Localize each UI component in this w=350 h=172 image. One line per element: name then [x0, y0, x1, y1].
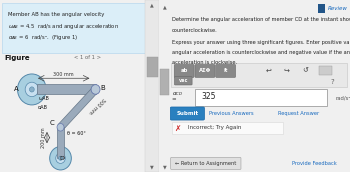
Text: vec: vec	[178, 78, 188, 83]
FancyBboxPatch shape	[170, 107, 204, 120]
Circle shape	[25, 82, 38, 97]
Text: 500 mm: 500 mm	[88, 96, 106, 114]
Text: Determine the angular acceleration of member CD at the instant shown measured: Determine the angular acceleration of me…	[172, 17, 350, 22]
Text: ↩: ↩	[266, 68, 272, 73]
Bar	[317, 4, 325, 13]
Text: αAB: αAB	[38, 105, 48, 110]
Text: ▲: ▲	[150, 3, 154, 8]
Polygon shape	[37, 84, 96, 94]
Circle shape	[58, 156, 62, 160]
Text: counterclockwise.: counterclockwise.	[172, 28, 217, 33]
FancyBboxPatch shape	[216, 64, 236, 77]
Text: $\alpha_{AB}$ = 6  rad/s².  (Figure 1): $\alpha_{AB}$ = 6 rad/s². (Figure 1)	[8, 33, 78, 42]
Text: Review: Review	[328, 6, 347, 11]
Text: Provide Feedback: Provide Feedback	[292, 161, 337, 166]
Text: Request Answer: Request Answer	[278, 111, 319, 116]
Text: 300 mm: 300 mm	[54, 72, 74, 77]
Text: ▲: ▲	[163, 4, 166, 9]
Text: ▼: ▼	[150, 164, 154, 169]
FancyBboxPatch shape	[2, 3, 145, 53]
FancyBboxPatch shape	[174, 64, 194, 77]
Text: $\omega_{AB}$ = 4.5  rad/s and angular acceleration: $\omega_{AB}$ = 4.5 rad/s and angular ac…	[8, 22, 119, 31]
Text: $\alpha_{CD}$: $\alpha_{CD}$	[172, 90, 183, 98]
Text: it: it	[223, 68, 228, 73]
Bar	[147, 57, 158, 77]
Text: =: =	[172, 97, 176, 102]
Bar	[145, 0, 159, 172]
Text: acceleration is clockwise.: acceleration is clockwise.	[172, 60, 237, 65]
Text: ab: ab	[181, 68, 188, 73]
Text: 325: 325	[201, 92, 216, 101]
Text: 200 mm: 200 mm	[41, 127, 46, 148]
FancyBboxPatch shape	[174, 77, 192, 85]
Polygon shape	[58, 87, 98, 130]
FancyBboxPatch shape	[171, 63, 347, 87]
Bar	[160, 69, 169, 95]
Circle shape	[18, 74, 46, 105]
Text: C: C	[49, 120, 54, 126]
Text: Submit: Submit	[176, 111, 198, 116]
Text: ↺: ↺	[302, 68, 308, 73]
FancyBboxPatch shape	[195, 64, 215, 77]
Circle shape	[50, 147, 71, 170]
Text: ← Return to Assignment: ← Return to Assignment	[175, 161, 237, 166]
Circle shape	[56, 153, 65, 163]
Bar	[319, 66, 332, 75]
Circle shape	[91, 85, 100, 94]
Bar	[172, 122, 283, 134]
Text: ?: ?	[330, 79, 334, 85]
Text: rad/s²: rad/s²	[336, 95, 350, 100]
Text: ωAB: ωAB	[38, 96, 49, 101]
Circle shape	[29, 87, 34, 92]
Text: < 1 of 1 >: < 1 of 1 >	[74, 55, 101, 60]
Text: AΣΦ: AΣΦ	[199, 68, 211, 73]
Polygon shape	[57, 127, 64, 158]
Text: Member AB has the angular velocity: Member AB has the angular velocity	[8, 12, 104, 17]
FancyBboxPatch shape	[171, 157, 241, 169]
Text: θ = 60°: θ = 60°	[67, 131, 86, 136]
Text: ▼: ▼	[163, 164, 166, 169]
Text: A: A	[14, 87, 19, 92]
Text: Figure: Figure	[5, 55, 30, 61]
Text: Previous Answers: Previous Answers	[209, 111, 254, 116]
Text: Incorrect; Try Again: Incorrect; Try Again	[188, 125, 241, 131]
Text: B: B	[101, 85, 106, 91]
Circle shape	[57, 123, 64, 131]
Text: angular acceleration is counterclockwise and negative value if the angular: angular acceleration is counterclockwise…	[172, 50, 350, 55]
Text: D: D	[60, 156, 64, 161]
Bar	[195, 89, 327, 106]
Text: Express your answer using three significant figures. Enter positive value if the: Express your answer using three signific…	[172, 40, 350, 45]
Text: ✗: ✗	[174, 123, 180, 132]
Text: ↪: ↪	[284, 68, 290, 73]
